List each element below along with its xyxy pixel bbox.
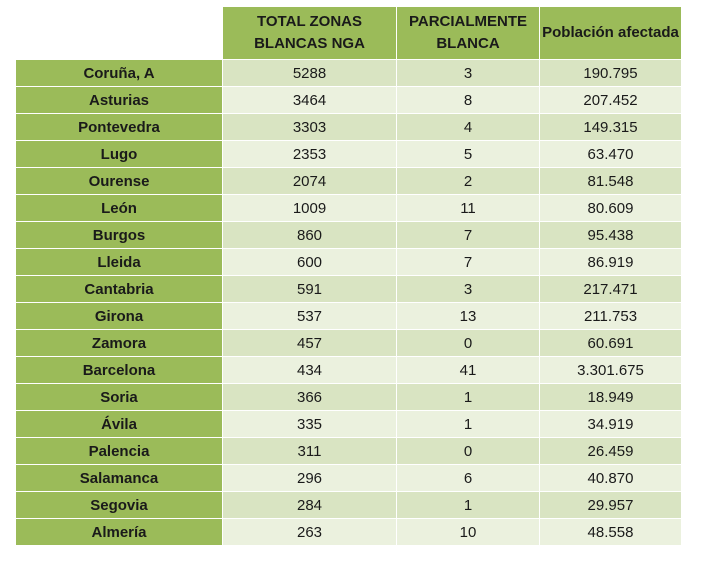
table-container: TOTAL ZONAS BLANCAS NGA PARCIALMENTE BLA… [16, 7, 681, 545]
total-zonas-blancas-cell: 537 [222, 302, 396, 329]
province-name-cell: Segovia [16, 491, 222, 518]
parcialmente-blanca-cell: 6 [396, 464, 539, 491]
province-name-cell: Ávila [16, 410, 222, 437]
parcialmente-blanca-cell: 3 [396, 275, 539, 302]
province-name-cell: Burgos [16, 221, 222, 248]
table-row: Pontevedra 3303 4 149.315 [16, 113, 681, 140]
table-row: Zamora 457 0 60.691 [16, 329, 681, 356]
table-row: Salamanca 296 6 40.870 [16, 464, 681, 491]
province-name-cell: Asturias [16, 86, 222, 113]
poblacion-afectada-cell: 40.870 [539, 464, 681, 491]
parcialmente-blanca-cell: 3 [396, 59, 539, 86]
parcialmente-blanca-cell: 5 [396, 140, 539, 167]
table-row: Almería 263 10 48.558 [16, 518, 681, 545]
poblacion-afectada-cell: 60.691 [539, 329, 681, 356]
table-row: Ourense 2074 2 81.548 [16, 167, 681, 194]
province-name-cell: Almería [16, 518, 222, 545]
province-name-cell: Zamora [16, 329, 222, 356]
table-row: Barcelona 434 41 3.301.675 [16, 356, 681, 383]
province-name-cell: Cantabria [16, 275, 222, 302]
header-row: TOTAL ZONAS BLANCAS NGA PARCIALMENTE BLA… [16, 7, 681, 59]
total-zonas-blancas-cell: 457 [222, 329, 396, 356]
poblacion-afectada-cell: 81.548 [539, 167, 681, 194]
province-name-cell: Soria [16, 383, 222, 410]
table-row: Cantabria 591 3 217.471 [16, 275, 681, 302]
total-zonas-blancas-cell: 3303 [222, 113, 396, 140]
poblacion-afectada-cell: 48.558 [539, 518, 681, 545]
header-corner-cell [16, 7, 222, 59]
province-name-cell: Ourense [16, 167, 222, 194]
table-row: Lugo 2353 5 63.470 [16, 140, 681, 167]
parcialmente-blanca-cell: 0 [396, 437, 539, 464]
parcialmente-blanca-cell: 1 [396, 383, 539, 410]
table-row: Ávila 335 1 34.919 [16, 410, 681, 437]
parcialmente-blanca-cell: 1 [396, 491, 539, 518]
poblacion-afectada-cell: 211.753 [539, 302, 681, 329]
poblacion-afectada-cell: 207.452 [539, 86, 681, 113]
province-name-cell: Lleida [16, 248, 222, 275]
table-row: Burgos 860 7 95.438 [16, 221, 681, 248]
total-zonas-blancas-cell: 3464 [222, 86, 396, 113]
parcialmente-blanca-cell: 4 [396, 113, 539, 140]
poblacion-afectada-cell: 149.315 [539, 113, 681, 140]
province-name-cell: Pontevedra [16, 113, 222, 140]
poblacion-afectada-cell: 34.919 [539, 410, 681, 437]
parcialmente-blanca-cell: 41 [396, 356, 539, 383]
poblacion-afectada-cell: 217.471 [539, 275, 681, 302]
parcialmente-blanca-cell: 13 [396, 302, 539, 329]
poblacion-afectada-cell: 26.459 [539, 437, 681, 464]
parcialmente-blanca-cell: 11 [396, 194, 539, 221]
parcialmente-blanca-cell: 8 [396, 86, 539, 113]
total-zonas-blancas-cell: 5288 [222, 59, 396, 86]
province-name-cell: Lugo [16, 140, 222, 167]
poblacion-afectada-cell: 63.470 [539, 140, 681, 167]
table-row: León 1009 11 80.609 [16, 194, 681, 221]
parcialmente-blanca-cell: 1 [396, 410, 539, 437]
total-zonas-blancas-cell: 1009 [222, 194, 396, 221]
poblacion-afectada-cell: 190.795 [539, 59, 681, 86]
parcialmente-blanca-cell: 7 [396, 248, 539, 275]
province-name-cell: Barcelona [16, 356, 222, 383]
poblacion-afectada-cell: 29.957 [539, 491, 681, 518]
province-name-cell: Girona [16, 302, 222, 329]
poblacion-afectada-cell: 80.609 [539, 194, 681, 221]
total-zonas-blancas-cell: 434 [222, 356, 396, 383]
province-name-cell: Salamanca [16, 464, 222, 491]
poblacion-afectada-cell: 18.949 [539, 383, 681, 410]
total-zonas-blancas-cell: 311 [222, 437, 396, 464]
table-body: Coruña, A 5288 3 190.795 Asturias 3464 8 207.45… [16, 59, 681, 545]
header-total-zonas-blancas: TOTAL ZONAS BLANCAS NGA [222, 7, 396, 59]
parcialmente-blanca-cell: 2 [396, 167, 539, 194]
province-name-cell: León [16, 194, 222, 221]
table-row: Soria 366 1 18.949 [16, 383, 681, 410]
province-name-cell: Palencia [16, 437, 222, 464]
total-zonas-blancas-cell: 296 [222, 464, 396, 491]
poblacion-afectada-cell: 86.919 [539, 248, 681, 275]
parcialmente-blanca-cell: 0 [396, 329, 539, 356]
poblacion-afectada-cell: 3.301.675 [539, 356, 681, 383]
total-zonas-blancas-cell: 860 [222, 221, 396, 248]
total-zonas-blancas-cell: 263 [222, 518, 396, 545]
poblacion-afectada-cell: 95.438 [539, 221, 681, 248]
header-parcialmente-blanca: PARCIALMENTE BLANCA [396, 7, 539, 59]
parcialmente-blanca-cell: 10 [396, 518, 539, 545]
total-zonas-blancas-cell: 366 [222, 383, 396, 410]
parcialmente-blanca-cell: 7 [396, 221, 539, 248]
table-row: Lleida 600 7 86.919 [16, 248, 681, 275]
total-zonas-blancas-cell: 335 [222, 410, 396, 437]
province-name-cell: Coruña, A [16, 59, 222, 86]
table-row: Coruña, A 5288 3 190.795 [16, 59, 681, 86]
table-row: Palencia 311 0 26.459 [16, 437, 681, 464]
table-row: Segovia 284 1 29.957 [16, 491, 681, 518]
header-poblacion-afectada: Población afectada [539, 7, 681, 59]
zonas-blancas-table: TOTAL ZONAS BLANCAS NGA PARCIALMENTE BLA… [16, 7, 681, 545]
table-row: Girona 537 13 211.753 [16, 302, 681, 329]
total-zonas-blancas-cell: 2074 [222, 167, 396, 194]
table-row: Asturias 3464 8 207.452 [16, 86, 681, 113]
total-zonas-blancas-cell: 591 [222, 275, 396, 302]
table-header: TOTAL ZONAS BLANCAS NGA PARCIALMENTE BLA… [16, 7, 681, 59]
total-zonas-blancas-cell: 600 [222, 248, 396, 275]
total-zonas-blancas-cell: 2353 [222, 140, 396, 167]
total-zonas-blancas-cell: 284 [222, 491, 396, 518]
